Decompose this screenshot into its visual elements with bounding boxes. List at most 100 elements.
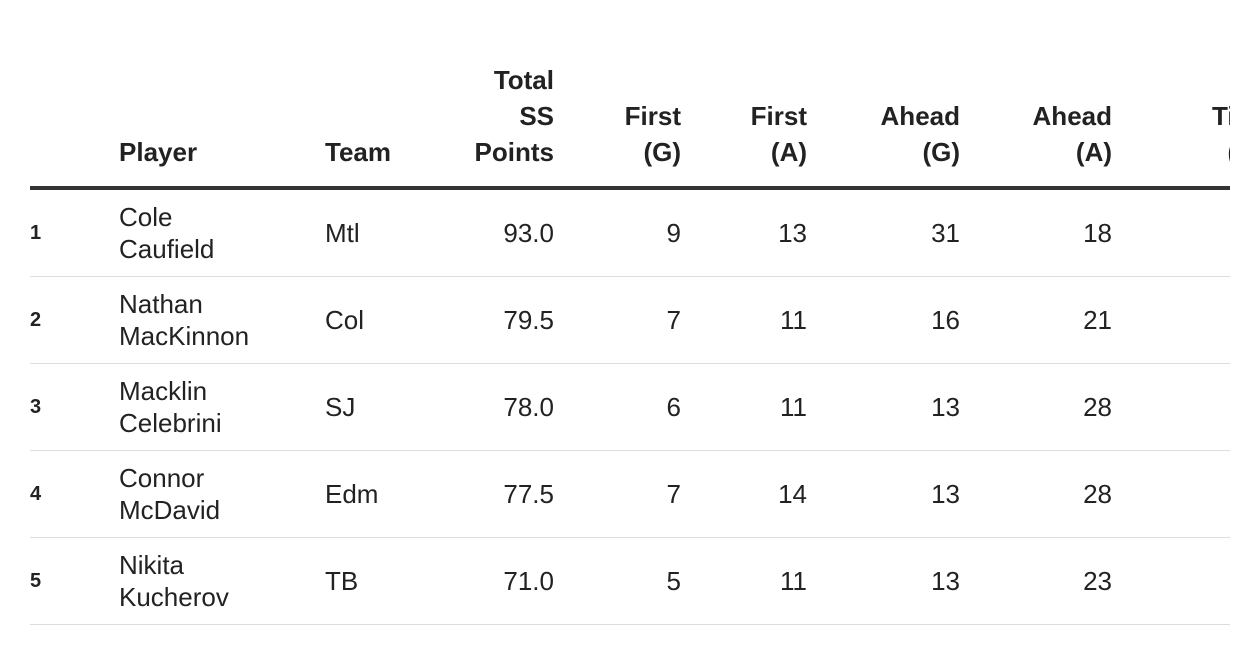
team-cell: Mtl [325, 188, 445, 277]
cell-text: 21 [1083, 305, 1112, 335]
stat-cell: 28 [960, 363, 1112, 451]
cell-text: 11 [780, 392, 807, 422]
cell-text: Cole Caufield [119, 202, 215, 264]
rank-cell: 3 [30, 363, 119, 451]
stat-cell: 77.5 [445, 450, 554, 538]
cell-text: 16 [931, 305, 960, 335]
stat-cell: 10 [1112, 276, 1230, 364]
cell-text: 71.0 [503, 566, 554, 596]
stat-cell: 71.0 [445, 537, 554, 625]
column-header: Total SS Points [445, 50, 554, 190]
stat-cell: 13 [807, 363, 960, 451]
rank-cell: 5 [30, 537, 119, 625]
cell-text: 11 [780, 566, 807, 596]
cell-text: 5 [30, 570, 42, 592]
stat-cell: 93.0 [445, 188, 554, 277]
stat-cell: 11 [681, 276, 807, 364]
rank-header [30, 50, 119, 190]
player-cell: Macklin Celebrini [119, 363, 325, 451]
column-header: Tied (G) [1112, 50, 1230, 190]
stat-cell: 5 [554, 537, 681, 625]
cell-text: 13 [778, 218, 807, 248]
player-cell: Nathan MacKinnon [119, 276, 325, 364]
column-header-text: Tied (G) [1212, 101, 1230, 167]
cell-text: 5 [666, 566, 681, 596]
header-row: Player Team Total SS Points First (G) First … [30, 50, 1230, 190]
stat-cell: 7 [554, 450, 681, 538]
stat-cell: 18 [960, 188, 1112, 277]
stat-cell: 11 [681, 537, 807, 625]
cell-text: 28 [1083, 479, 1112, 509]
cell-text: Edm [325, 479, 379, 509]
table-container: Player Team Total SS Points First (G) First … [30, 50, 1230, 650]
cell-text: Macklin Celebrini [119, 376, 222, 438]
cell-text: TB [325, 566, 359, 596]
cell-text: 6 [666, 392, 681, 422]
column-header-text: Total SS Points [474, 65, 554, 167]
stat-cell: 13 [807, 537, 960, 625]
cell-text: 11 [780, 305, 807, 335]
column-header-text: First (G) [624, 101, 681, 167]
stat-cell: 21 [960, 276, 1112, 364]
stat-cell: 79.5 [445, 276, 554, 364]
cell-text: 78.0 [503, 392, 554, 422]
team-cell: TB [325, 537, 445, 625]
cell-text: 18 [1083, 218, 1112, 248]
team-cell: SJ [325, 363, 445, 451]
column-header: First (G) [554, 50, 681, 190]
stat-cell: 7 [554, 276, 681, 364]
stat-cell: 7 [1112, 450, 1230, 538]
cell-text: 31 [931, 218, 960, 248]
rank-cell: 4 [30, 450, 119, 538]
column-header: Team [325, 50, 445, 190]
player-cell: Nikita Kucherov [119, 537, 325, 625]
stat-cell: 7 [1112, 188, 1230, 277]
column-header: Ahead (G) [807, 50, 960, 190]
column-header: First (A) [681, 50, 807, 190]
stat-cell: 11 [681, 363, 807, 451]
table-row: 5 Nikita Kucherov TB 71.0 5 11 13 233 [30, 537, 1230, 625]
cell-text: 1 [30, 222, 42, 244]
player-cell: Connor McDavid [119, 450, 325, 538]
stat-cell: 3 [1112, 537, 1230, 625]
column-header: Player [119, 50, 325, 190]
cell-text: 7 [666, 305, 681, 335]
cell-text: SJ [325, 392, 356, 422]
cell-text: 2 [30, 309, 42, 331]
stat-cell: 13 [807, 450, 960, 538]
cell-text: 9 [666, 218, 681, 248]
table-row: 1 Cole Caufield Mtl 93.0 9 13 31 187 [30, 188, 1230, 277]
cell-text: 77.5 [503, 479, 554, 509]
stat-cell: 28 [960, 450, 1112, 538]
stats-table: Player Team Total SS Points First (G) First … [30, 50, 1230, 625]
cell-text: 4 [30, 483, 42, 505]
stat-cell: 11 [1112, 363, 1230, 451]
stat-cell: 78.0 [445, 363, 554, 451]
cell-text: 28 [1083, 392, 1112, 422]
cell-text: Col [325, 305, 365, 335]
cell-text: 13 [931, 479, 960, 509]
cell-text: Connor McDavid [119, 463, 221, 525]
cell-text: Mtl [325, 218, 360, 248]
stat-cell: 31 [807, 188, 960, 277]
player-cell: Cole Caufield [119, 188, 325, 277]
cell-text: 79.5 [503, 305, 554, 335]
column-header-text: Ahead (A) [1032, 101, 1112, 167]
column-header-text: Player [119, 137, 198, 167]
team-cell: Edm [325, 450, 445, 538]
cell-text: 3 [30, 396, 42, 418]
stat-cell: 16 [807, 276, 960, 364]
stat-cell: 6 [554, 363, 681, 451]
column-header-text: Team [325, 137, 391, 167]
stat-cell: 9 [554, 188, 681, 277]
stat-cell: 23 [960, 537, 1112, 625]
rank-cell: 2 [30, 276, 119, 364]
column-header-text: First (A) [750, 101, 807, 167]
stat-cell: 13 [681, 188, 807, 277]
cell-text: 7 [666, 479, 681, 509]
cell-text: 93.0 [503, 218, 554, 248]
